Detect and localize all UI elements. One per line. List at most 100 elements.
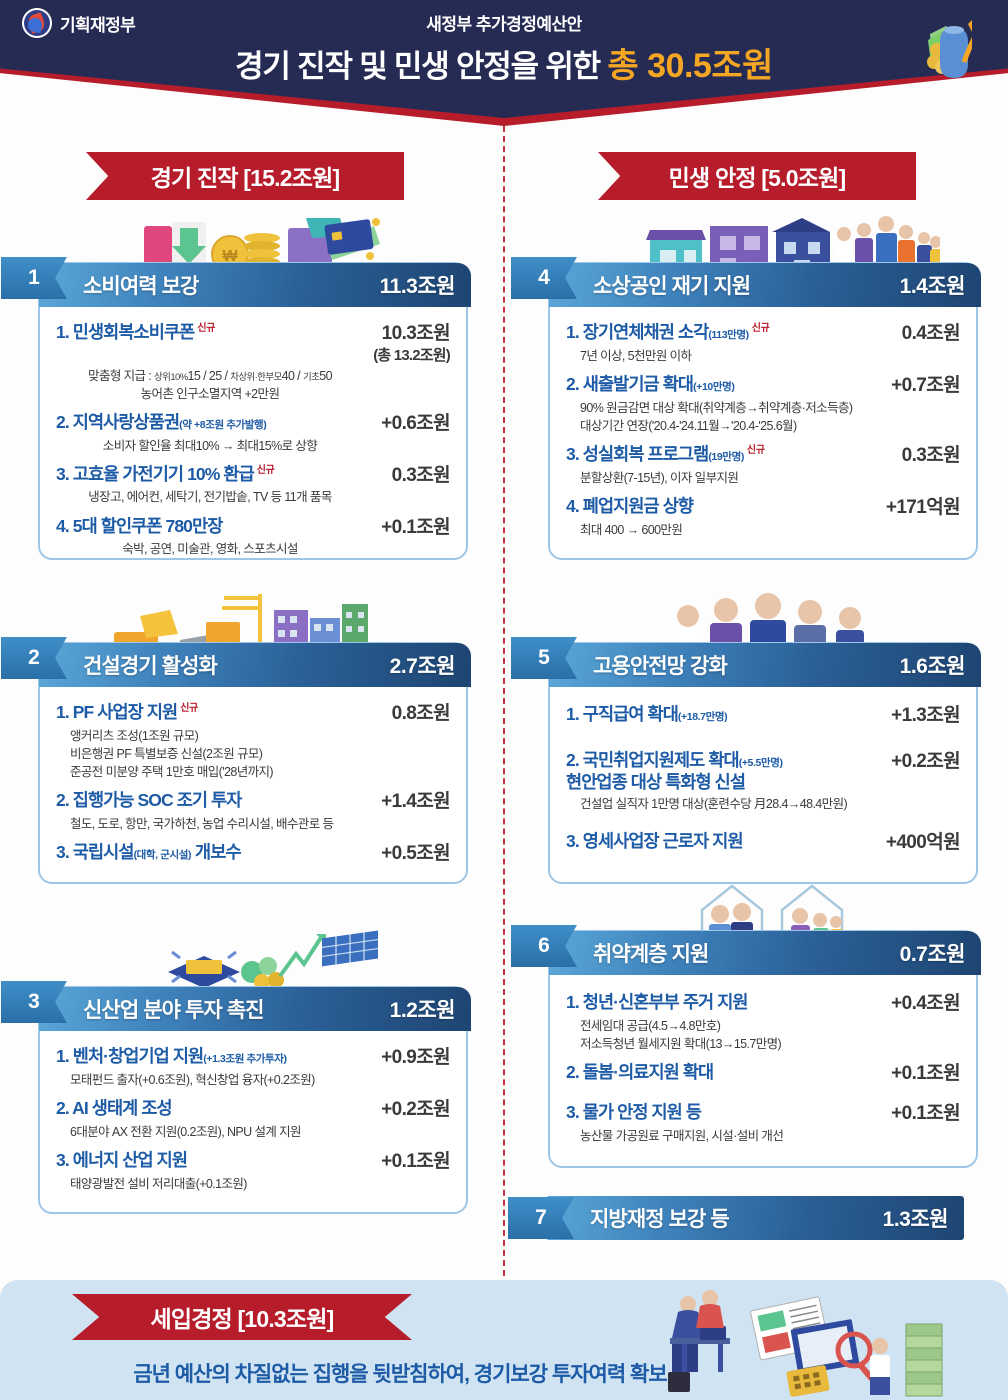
item-value: +0.9조원 bbox=[381, 1047, 450, 1068]
list-item[interactable]: 3. 에너지 산업 지원 +0.1조원 태양광발전 설비 저리대출(+0.1조원… bbox=[56, 1150, 451, 1193]
section-number-1: 1 bbox=[1, 257, 67, 299]
item-description: 농산물 가공원료 구매지원, 시설·설비 개선 bbox=[580, 1128, 784, 1143]
item-description: 태양광발전 설비 저리대출(+0.1조원) bbox=[70, 1176, 247, 1191]
section-card-6: 6 취약계층 지원 0.7조원 1. 청년·신혼부부 주거 지원 +0.4조원 … bbox=[511, 925, 981, 1168]
item-label: 3. 물가 안정 지원 등 bbox=[566, 1101, 702, 1122]
item-label-note: (+5.5만명) bbox=[738, 756, 783, 769]
item-description: 냉장고, 에어컨, 세탁기, 전기밥솥, TV 등 11개 품목 bbox=[88, 490, 332, 505]
item-label: 3. 영세사업장 근로자 지원 bbox=[566, 830, 744, 851]
list-item[interactable]: 4. 폐업지원금 상향 +171억원 최대 400 → 600만원 bbox=[566, 495, 961, 539]
section-amount-1: 11.3조원 bbox=[379, 275, 456, 298]
section-amount-6: 0.7조원 bbox=[899, 943, 966, 966]
list-item[interactable]: 3. 물가 안정 지원 등 +0.1조원 농산물 가공원료 구매지원, 시설·설… bbox=[566, 1101, 961, 1145]
footer-message: 금년 예산의 차질없는 집행을 뒷받침하여, 경기보강 투자여력 확보 bbox=[133, 1363, 667, 1386]
item-description: 건설업 실직자 1만명 대상(훈련수당 月28.4→48.4만원) bbox=[580, 796, 848, 811]
new-badge: 신규 bbox=[751, 323, 770, 335]
section-body-3: 1. 벤처·창업기업 지원(+1.3조원 추가투자) +0.9조원 모태펀드 출… bbox=[40, 1032, 466, 1212]
section-header-5: 5 고용안전망 강화 1.6조원 bbox=[511, 637, 981, 687]
list-item[interactable]: 2. AI 생태계 조성 +0.2조원 6대분야 AX 전환 지원(0.2조원)… bbox=[56, 1097, 451, 1141]
list-item[interactable]: 3. 고효율 가전기기 10% 환급 신규 0.3조원 냉장고, 에어컨, 세탁기… bbox=[56, 464, 451, 507]
section-card-2: 2 건설경기 활성화 2.7조원 1. PF 사업장 지원 신규 0.8조원 앵커… bbox=[1, 637, 471, 884]
section-card-3: 3 신산업 분야 투자 촉진 1.2조원 1. 벤처·창업기업 지원(+1.3조… bbox=[1, 981, 471, 1214]
item-label: 4. 폐업지원금 상향 bbox=[566, 495, 694, 516]
ministry-logo: 기획재정부 bbox=[22, 8, 136, 38]
list-item[interactable]: 3. 성실회복 프로그램(19만명)신규 0.3조원 분할상환(7-15년), … bbox=[566, 443, 961, 487]
money-pot-illustration bbox=[927, 20, 972, 78]
section-body-1: 1. 민생회복소비쿠폰 신규 10.3조원 (총 13.2조원) 맞춤형 지급 :… bbox=[40, 308, 466, 577]
list-item[interactable]: 2. 집행가능 SOC 조기 투자 +1.4조원 철도, 도로, 항만, 국가하… bbox=[56, 790, 451, 833]
item-value: +400억원 bbox=[885, 831, 961, 853]
list-item[interactable]: 2. 새출발기금 확대(+10만명) +0.7조원 90% 원금감면 대상 확대… bbox=[566, 374, 961, 435]
right-banner-label: 민생 안정 [5.0조원] bbox=[668, 165, 846, 191]
list-item[interactable]: 1. 청년·신혼부부 주거 지원 +0.4조원 전세임대 공급(4.5→4.8만… bbox=[566, 992, 961, 1053]
item-label-note: (19만명) bbox=[708, 450, 744, 463]
list-item[interactable]: 2. 돌봄·의료지원 확대 +0.1조원 bbox=[566, 1062, 961, 1086]
item-value: +0.1조원 bbox=[891, 1063, 960, 1084]
left-banner-label: 경기 진작 [15.2조원] bbox=[150, 165, 340, 191]
header-title-text: 경기 진작 및 민생 안정을 위한 bbox=[235, 49, 608, 84]
section-number-3: 3 bbox=[1, 981, 67, 1023]
item-label-note: (113만명) bbox=[708, 329, 749, 341]
section-title-2: 건설경기 활성화 bbox=[83, 655, 218, 678]
new-badge: 신규 bbox=[256, 464, 275, 476]
item-value: 0.8조원 bbox=[391, 703, 451, 724]
list-item[interactable]: 1. 장기연체채권 소각(113만명)신규 0.4조원 7년 이상, 5천만원 … bbox=[566, 322, 961, 365]
item-label: 2. 집행가능 SOC 조기 투자 bbox=[56, 790, 242, 811]
item-value: +0.6조원 bbox=[381, 412, 450, 434]
list-item[interactable]: 1. 벤처·창업기업 지원(+1.3조원 추가투자) +0.9조원 모태펀드 출… bbox=[56, 1046, 451, 1089]
item-value: +0.5조원 bbox=[381, 843, 450, 864]
item-description: 소비자 할인율 최대10% → 최대15%로 상향 bbox=[102, 438, 318, 453]
item-description: 분할상환(7-15년), 이자 일부지원 bbox=[580, 470, 739, 485]
section-title-7: 지방재정 보강 등 bbox=[590, 1208, 730, 1231]
item-value: 0.4조원 bbox=[901, 323, 961, 344]
page-title: 경기 진작 및 민생 안정을 위한 총 30.5조원 bbox=[0, 38, 1008, 87]
item-value-sub: (총 13.2조원) bbox=[373, 346, 451, 364]
list-item[interactable]: 4. 5대 할인쿠폰 780만장 +0.1조원 숙박, 공연, 미술관, 영화,… bbox=[56, 516, 451, 559]
section-header-3: 3 신산업 분야 투자 촉진 1.2조원 bbox=[1, 981, 471, 1031]
item-label: 1. PF 사업장 지원 신규 bbox=[56, 702, 199, 722]
section-amount-3: 1.2조원 bbox=[389, 999, 456, 1022]
item-label-line2: 현안업종 대상 특화형 신설 bbox=[566, 771, 746, 792]
item-description: 90% 원금감면 대상 확대(취약계층→취약계층·저소득층) 대상기간 연장('2… bbox=[580, 400, 853, 433]
item-label: 2. AI 생태계 조성 bbox=[56, 1097, 173, 1118]
list-item[interactable]: 1. 구직급여 확대(+18.7만명) +1.3조원 bbox=[566, 704, 961, 728]
list-item[interactable]: 2. 국민취업지원제도 확대(+5.5만명) 현안업종 대상 특화형 신설 +0… bbox=[566, 750, 961, 813]
list-item[interactable]: 3. 영세사업장 근로자 지원 +400억원 bbox=[566, 830, 961, 855]
item-label: 1. 청년·신혼부부 주거 지원 bbox=[566, 992, 749, 1012]
list-item[interactable]: 1. PF 사업장 지원 신규 0.8조원 앵커리츠 조성(1조원 규모) 비은행권… bbox=[56, 702, 451, 781]
item-label-note: (+1.3조원 추가투자) bbox=[203, 1053, 287, 1065]
section-body-6: 1. 청년·신혼부부 주거 지원 +0.4조원 전세임대 공급(4.5→4.8만… bbox=[550, 976, 976, 1164]
new-badge: 신규 bbox=[197, 323, 216, 335]
footer-ribbon: 세입경정 [10.3조원] bbox=[72, 1294, 412, 1340]
footer-banner: 세입경정 [10.3조원] 금년 예산의 차질없는 집행을 뒷받침하여, 경기보… bbox=[0, 1280, 1008, 1400]
item-label-note: (+18.7만명) bbox=[677, 711, 728, 723]
tax-revenue-illustration bbox=[668, 1290, 943, 1397]
item-description: 6대분야 AX 전환 지원(0.2조원), NPU 설계 지원 bbox=[70, 1124, 302, 1139]
item-label: 2. 지역사랑상품권(약 +8조원 추가발행) bbox=[56, 411, 267, 432]
section-card-1: 1 소비여력 보강 11.3조원 1. 민생회복소비쿠폰 신규 10.3조원 (총… bbox=[1, 257, 471, 560]
section-card-4: 4 소상공인 재기 지원 1.4조원 1. 장기연체채권 소각(113만명)신규… bbox=[511, 257, 981, 560]
item-label-note: (대학, 군시설) bbox=[133, 849, 192, 861]
list-item[interactable]: 1. 민생회복소비쿠폰 신규 10.3조원 (총 13.2조원) 맞춤형 지급 :… bbox=[56, 322, 451, 403]
section-amount-4: 1.4조원 bbox=[899, 275, 966, 298]
section-amount-5: 1.6조원 bbox=[899, 655, 966, 678]
section-number-5: 5 bbox=[511, 637, 577, 679]
item-label-note: (+10만명) bbox=[693, 380, 735, 393]
section-header-2: 2 건설경기 활성화 2.7조원 bbox=[1, 637, 471, 687]
item-description: 모태펀드 출자(+0.6조원), 혁신창업 융자(+0.2조원) bbox=[70, 1072, 315, 1087]
section-body-5: 1. 구직급여 확대(+18.7만명) +1.3조원 2. 국민취업지원제도 확… bbox=[550, 688, 976, 873]
column-divider bbox=[503, 126, 505, 1276]
list-item[interactable]: 3. 국립시설(대학, 군시설) 개보수 +0.5조원 bbox=[56, 842, 451, 866]
header-subtitle: 새정부 추가경정예산안 bbox=[426, 15, 582, 34]
list-item[interactable]: 2. 지역사랑상품권(약 +8조원 추가발행) +0.6조원 소비자 할인율 최… bbox=[56, 411, 451, 455]
section-amount-2: 2.7조원 bbox=[389, 655, 456, 678]
item-label: 2. 국민취업지원제도 확대(+5.5만명) 현안업종 대상 특화형 신설 bbox=[566, 750, 885, 794]
item-description: 7년 이상, 5천만원 이하 bbox=[580, 348, 692, 363]
new-badge: 신규 bbox=[746, 445, 765, 457]
right-column-banner: 민생 안정 [5.0조원] bbox=[598, 152, 916, 200]
item-description: 철도, 도로, 항만, 국가하천, 농업 수리시설, 배수관로 등 bbox=[70, 816, 334, 831]
item-value: 0.3조원 bbox=[391, 464, 451, 486]
item-label: 3. 성실회복 프로그램(19만명)신규 bbox=[566, 443, 765, 464]
section-card-5: 5 고용안전망 강화 1.6조원 1. 구직급여 확대(+18.7만명) +1.… bbox=[511, 637, 981, 884]
